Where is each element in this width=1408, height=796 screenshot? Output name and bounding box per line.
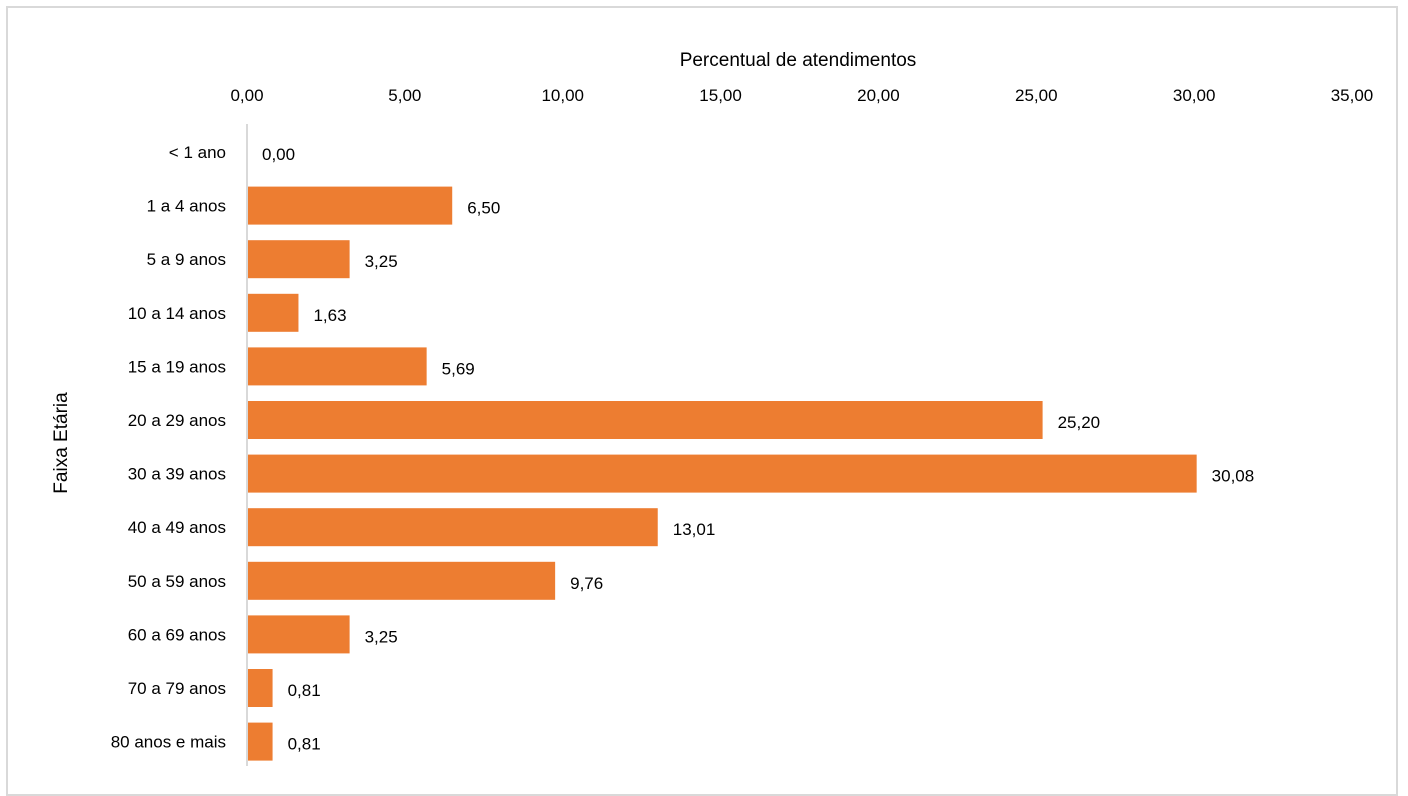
bars	[248, 186, 1197, 761]
x-tick-label: 30,00	[1173, 86, 1216, 105]
bar	[248, 615, 350, 654]
data-labels: 0,00 6,50 3,25 1,63 5,69 25,20 30,08 13,01 9,76 3…	[262, 145, 1254, 754]
x-tick-labels: 0,00 5,00 10,00 15,00 20,00 25,00 30,00 35,00	[230, 86, 1373, 105]
bar	[248, 186, 453, 225]
x-tick-label: 35,00	[1331, 86, 1374, 105]
category-label: 20 a 29 anos	[128, 411, 226, 430]
bar	[248, 347, 427, 386]
data-label: 30,08	[1212, 467, 1255, 486]
data-label: 3,25	[365, 627, 398, 646]
data-label: 9,76	[570, 574, 603, 593]
category-label: 5 a 9 anos	[147, 250, 226, 269]
category-labels: < 1 ano 1 a 4 anos 5 a 9 anos 10 a 14 anos 1…	[111, 143, 226, 752]
category-label: 30 a 39 anos	[128, 465, 226, 484]
x-axis-title: Percentual de atendimentos	[680, 50, 917, 71]
data-label: 6,50	[467, 199, 500, 218]
category-label: 70 a 79 anos	[128, 679, 226, 698]
category-label: 40 a 49 anos	[128, 518, 226, 537]
x-tick-label: 15,00	[699, 86, 742, 105]
bar	[248, 454, 1197, 493]
x-tick-label: 10,00	[541, 86, 584, 105]
data-label: 25,20	[1058, 413, 1101, 432]
x-tick-label: 20,00	[857, 86, 900, 105]
bar	[248, 561, 556, 600]
data-label: 3,25	[365, 252, 398, 271]
x-tick-label: 0,00	[230, 86, 263, 105]
category-label: < 1 ano	[169, 143, 226, 162]
bar	[248, 293, 299, 332]
data-label: 13,01	[673, 520, 716, 539]
data-label: 0,81	[288, 735, 321, 754]
x-tick-label: 5,00	[388, 86, 421, 105]
bar	[248, 669, 273, 707]
data-label: 1,63	[313, 306, 346, 325]
bar	[248, 240, 350, 279]
data-label: 0,81	[288, 681, 321, 700]
y-axis-title: Faixa Etária	[51, 392, 72, 494]
bar	[248, 508, 658, 547]
bar	[248, 722, 273, 761]
data-label: 5,69	[442, 359, 475, 378]
data-label: 0,00	[262, 145, 295, 164]
category-label: 1 a 4 anos	[147, 197, 226, 216]
category-label: 60 a 69 anos	[128, 625, 226, 644]
category-label: 80 anos e mais	[111, 733, 226, 752]
bar	[248, 401, 1043, 439]
category-label: 10 a 14 anos	[128, 304, 226, 323]
category-label: 50 a 59 anos	[128, 572, 226, 591]
category-label: 15 a 19 anos	[128, 357, 226, 376]
x-tick-label: 25,00	[1015, 86, 1058, 105]
